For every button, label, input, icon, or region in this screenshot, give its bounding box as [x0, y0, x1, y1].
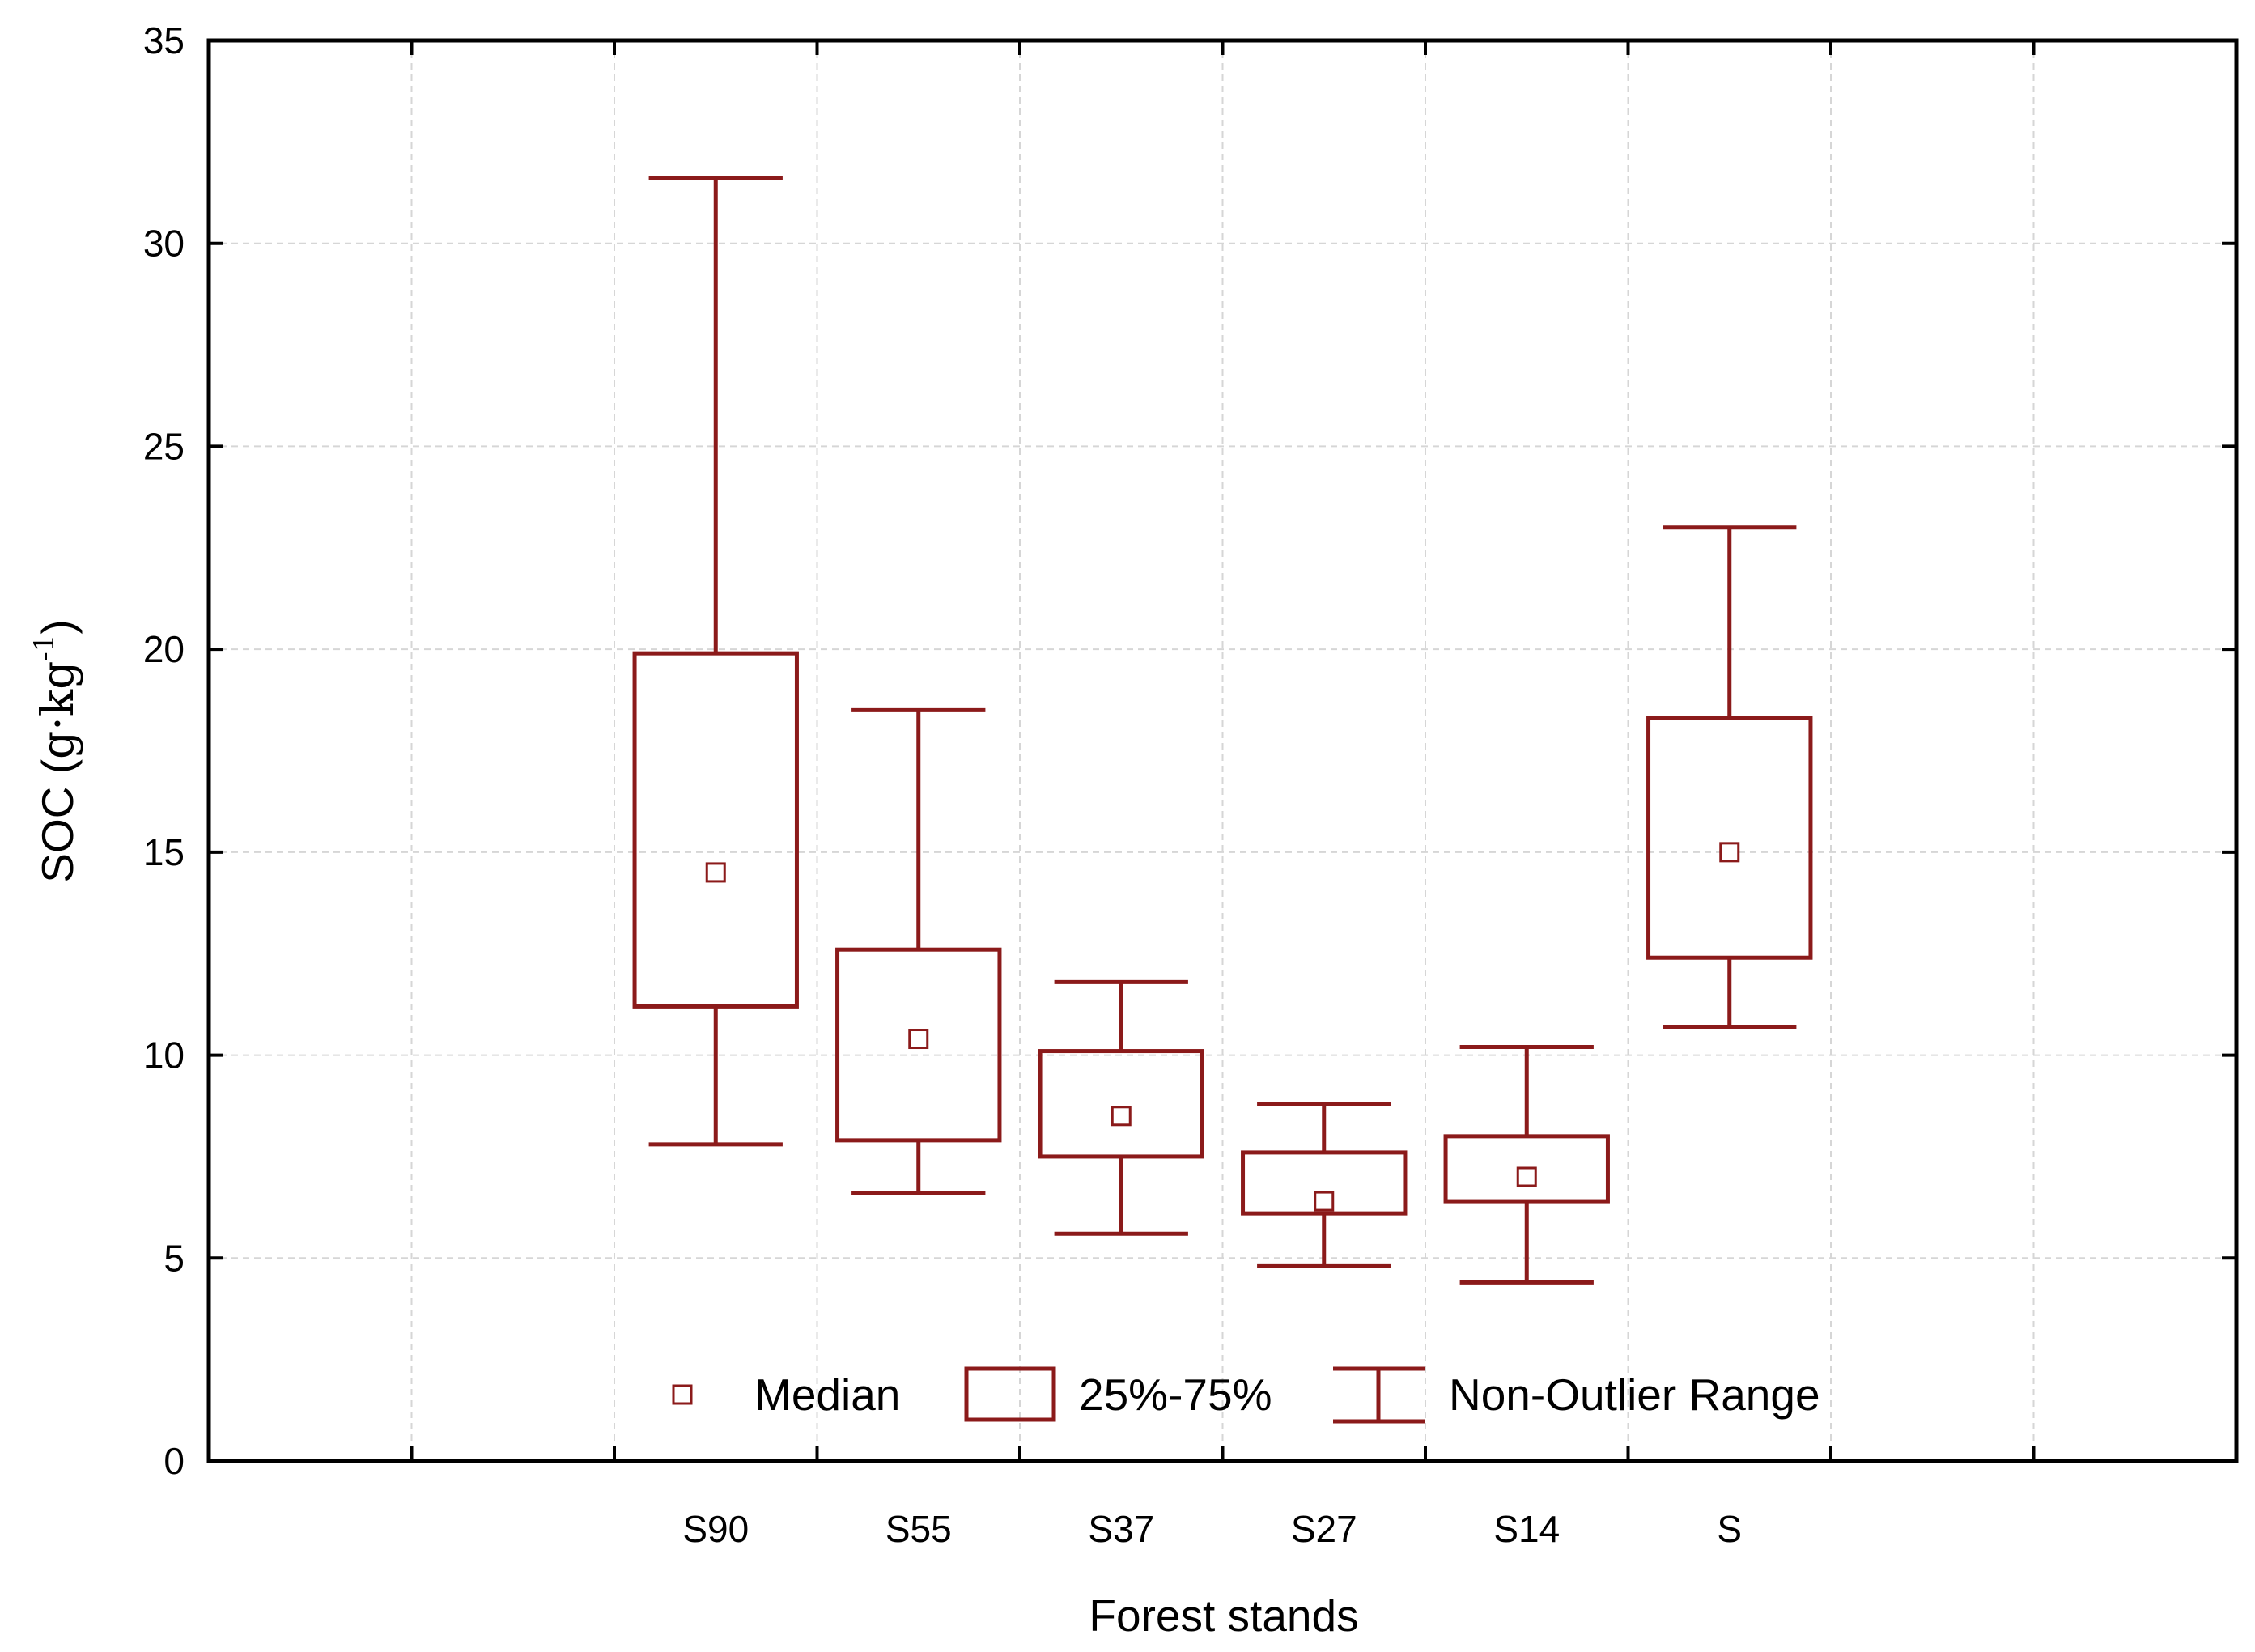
y-tick-label: 5	[163, 1237, 185, 1279]
y-axis: 0 5 10 15 20 25 30 35	[143, 19, 2236, 1482]
x-axis: S90 S55 S37 S27 S14 S	[410, 40, 2036, 1550]
median-marker	[1314, 1191, 1335, 1212]
legend-label-median: Median	[754, 1370, 900, 1420]
iqr-box	[1443, 1134, 1610, 1204]
box-s90	[632, 176, 799, 1147]
y-axis-title-unit: g·kg	[32, 661, 83, 759]
legend-label-range: Non-Outlier Range	[1449, 1370, 1820, 1420]
box-series	[632, 176, 1813, 1285]
median-marker	[705, 862, 726, 883]
y-axis-title-prefix: SOC (	[32, 759, 83, 883]
legend-median-marker	[672, 1384, 693, 1405]
y-tick-label: 30	[143, 223, 185, 265]
box-s55	[835, 707, 1002, 1195]
y-tick-label: 15	[143, 831, 185, 873]
iqr-box	[1038, 1049, 1204, 1159]
y-tick-label: 10	[143, 1034, 185, 1077]
x-tick-label-s55: S55	[885, 1508, 952, 1550]
y-tick-label: 35	[143, 19, 185, 62]
median-marker	[1111, 1106, 1132, 1127]
y-axis-title-suffix: )	[32, 619, 83, 634]
x-tick-label-s37: S37	[1088, 1508, 1154, 1550]
x-tick-label-s14: S14	[1493, 1508, 1560, 1550]
box-s14	[1443, 1045, 1610, 1285]
grid-lines	[209, 40, 2236, 1461]
y-axis-title: SOC (g·kg-1)	[28, 619, 83, 882]
iqr-box	[1646, 716, 1813, 960]
median-marker	[908, 1029, 929, 1050]
box-s27	[1241, 1102, 1408, 1268]
x-axis-title: Forest stands	[1089, 1590, 1358, 1641]
legend: Median 25%-75% Non-Outlier Range	[672, 1366, 1820, 1424]
y-tick-label: 20	[143, 628, 185, 670]
x-tick-label-s27: S27	[1291, 1508, 1357, 1550]
x-tick-label-s: S	[1717, 1508, 1742, 1550]
x-tick-label-s90: S90	[682, 1508, 749, 1550]
legend-label-box: 25%-75%	[1079, 1370, 1272, 1420]
iqr-box	[835, 947, 1002, 1143]
y-tick-label: 0	[163, 1440, 185, 1482]
y-axis-title-exponent: -1	[28, 635, 61, 661]
box-s	[1646, 525, 1813, 1029]
iqr-box	[632, 651, 799, 1009]
median-marker	[1516, 1166, 1537, 1187]
legend-range-marker	[1333, 1366, 1425, 1424]
median-marker	[1719, 842, 1740, 863]
box-s37	[1038, 979, 1204, 1236]
iqr-box	[1241, 1150, 1408, 1216]
legend-box-marker	[964, 1366, 1056, 1422]
y-tick-label: 25	[143, 425, 185, 467]
